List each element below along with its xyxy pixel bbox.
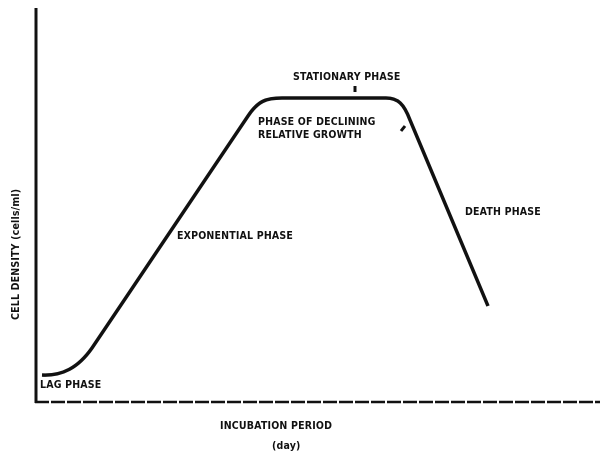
declining-arrow — [399, 125, 407, 132]
x-axis-unit: (day) — [272, 440, 301, 452]
y-axis-label: CELL DENSITY (cells/ml) — [10, 188, 22, 320]
growth-curve — [41, 96, 490, 377]
exponential-phase-label: EXPONENTIAL PHASE — [177, 230, 294, 242]
declining-phase-label-2: RELATIVE GROWTH — [258, 129, 362, 141]
death-phase-label: DEATH PHASE — [465, 206, 541, 218]
declining-phase-label: PHASE OF DECLINING — [258, 116, 376, 128]
stationary-phase-label: STATIONARY PHASE — [293, 71, 401, 83]
lag-phase-label: LAG PHASE — [40, 379, 102, 391]
x-axis-label: INCUBATION PERIOD — [220, 420, 333, 432]
